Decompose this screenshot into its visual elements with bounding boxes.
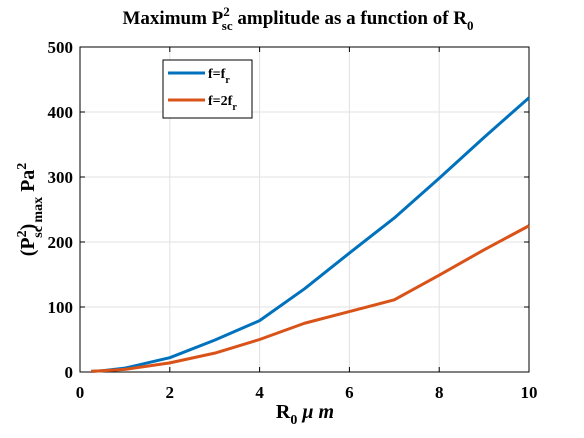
title-middle: amplitude as a function of R bbox=[233, 8, 468, 29]
title-sub: sc bbox=[222, 18, 233, 33]
y-tick-label: 100 bbox=[48, 298, 74, 317]
ylabel-sub: sc max bbox=[31, 197, 46, 238]
x-tick-label: 8 bbox=[435, 383, 444, 402]
ylabel-close: ) bbox=[17, 224, 39, 231]
y-tick-label: 200 bbox=[48, 233, 74, 252]
legend-label-0: f=fr bbox=[208, 67, 230, 86]
ylabel-sup: 2 bbox=[15, 230, 30, 237]
legend-label-0-main: f=f bbox=[208, 67, 226, 82]
ylabel-unitsup: 2 bbox=[15, 163, 30, 170]
y-tick-label: 500 bbox=[48, 38, 74, 57]
series-line-1 bbox=[91, 224, 530, 373]
legend-box bbox=[162, 59, 253, 119]
series-line-0 bbox=[91, 96, 530, 373]
ylabel-unit: Pa bbox=[17, 170, 39, 197]
y-tick-label: 400 bbox=[48, 103, 74, 122]
ylabel-open: (P bbox=[17, 237, 39, 256]
legend-label-1: f=2fr bbox=[208, 94, 237, 113]
title-sup: 2 bbox=[223, 4, 230, 19]
legend-label-0-sub: r bbox=[225, 75, 230, 86]
x-tick-label: 4 bbox=[255, 383, 264, 402]
legend: f=fr f=2fr bbox=[162, 59, 253, 119]
y-tick-label: 0 bbox=[65, 363, 74, 382]
legend-label-1-sub: r bbox=[232, 102, 237, 113]
chart-title: Maximum P2 sc amplitude as a function of … bbox=[123, 4, 474, 33]
x-tick-label: 10 bbox=[521, 383, 538, 402]
x-tick-label: 0 bbox=[76, 383, 85, 402]
title-sub2: 0 bbox=[467, 18, 474, 33]
xlabel-rest: μ m bbox=[297, 401, 334, 423]
series-layer bbox=[91, 96, 530, 373]
xlabel-sub: 0 bbox=[290, 413, 297, 428]
y-axis-label: (P2)sc max Pa2 bbox=[15, 163, 46, 257]
y-tick-label: 300 bbox=[48, 168, 74, 187]
x-axis-label: R0 μ m bbox=[276, 401, 334, 428]
legend-label-1-main: f=2f bbox=[208, 94, 233, 109]
plot-area bbox=[79, 46, 530, 373]
xlabel-main: R bbox=[276, 401, 291, 423]
title-prefix: Maximum P bbox=[123, 8, 224, 29]
x-tick-label: 6 bbox=[345, 383, 354, 402]
x-tick-label: 2 bbox=[166, 383, 175, 402]
